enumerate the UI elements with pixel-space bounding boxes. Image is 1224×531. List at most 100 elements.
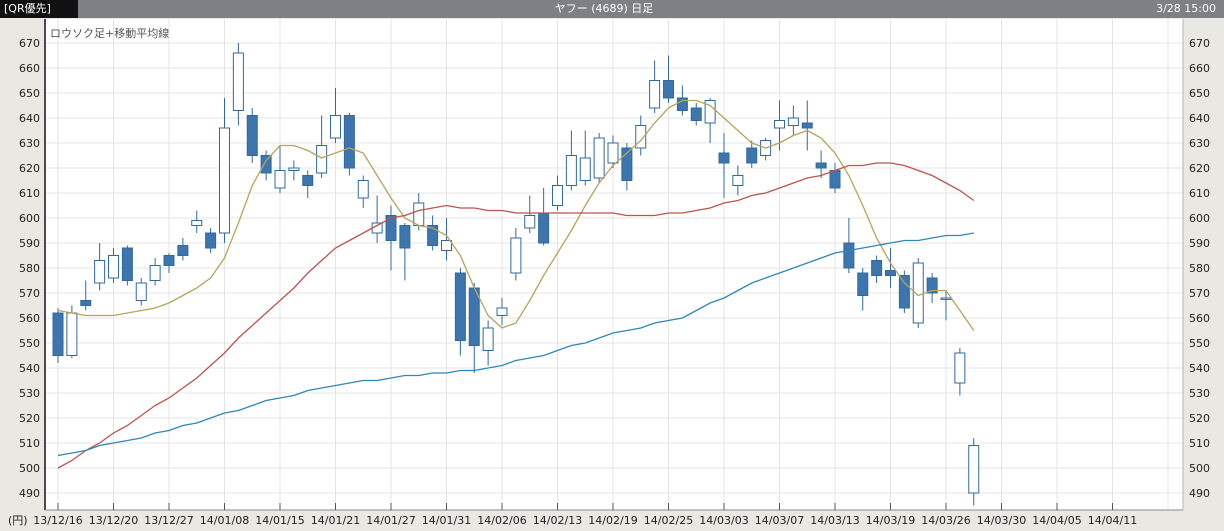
- x-tick-label: 14/01/31: [422, 514, 471, 527]
- x-tick-label: 13/12/20: [89, 514, 138, 527]
- y-tick-label-right: 630: [1189, 137, 1210, 150]
- x-tick-label: 14/01/15: [255, 514, 304, 527]
- y-tick-label-left: 600: [19, 212, 40, 225]
- candle: [135, 278, 147, 306]
- candle: [191, 210, 203, 233]
- title-bar: [QR優先] ヤフー (4689) 日足 3/28 15:00: [0, 0, 1224, 18]
- candle: [552, 175, 563, 211]
- y-tick-label-right: 590: [1189, 237, 1210, 250]
- y-tick-label-left: 560: [19, 312, 40, 325]
- y-tick-label-left: 530: [19, 387, 40, 400]
- ma-mid-line: [57, 162, 975, 469]
- candle: [246, 108, 258, 163]
- candle: [954, 348, 966, 396]
- y-tick-label-left: 590: [19, 237, 40, 250]
- candle: [885, 248, 896, 288]
- y-tick-label-right: 540: [1189, 362, 1210, 375]
- candle: [454, 268, 466, 356]
- y-tick-label-right: 660: [1189, 62, 1210, 75]
- y-tick-label-right: 640: [1189, 112, 1210, 125]
- x-tick-label: 14/01/27: [366, 514, 415, 527]
- y-tick-label-left: 520: [19, 412, 40, 425]
- y-tick-label-right: 520: [1189, 412, 1210, 425]
- x-tick-label: 14/03/03: [699, 514, 748, 527]
- candle: [524, 195, 536, 233]
- candle: [621, 143, 633, 191]
- candle: [496, 298, 508, 326]
- x-tick-label: 14/03/19: [866, 514, 915, 527]
- y-tick-label-right: 490: [1189, 487, 1210, 500]
- chart-title: ヤフー (4689) 日足: [554, 2, 654, 15]
- candle: [385, 205, 397, 271]
- y-tick-label-right: 510: [1189, 437, 1210, 450]
- x-tick-label: 14/01/21: [311, 514, 360, 527]
- candle: [690, 103, 702, 126]
- y-tick-label-left: 660: [19, 62, 40, 75]
- y-tick-label-right: 650: [1189, 87, 1210, 100]
- x-tick-label: 13/12/16: [33, 514, 82, 527]
- candle: [732, 165, 744, 196]
- candle: [746, 140, 758, 168]
- candle: [94, 243, 106, 291]
- candle: [912, 258, 924, 328]
- y-tick-label-right: 610: [1189, 187, 1210, 200]
- y-tick-label-left: 490: [19, 487, 40, 500]
- candle: [607, 135, 619, 168]
- candle: [774, 100, 785, 151]
- x-tick-label: 14/02/13: [533, 514, 582, 527]
- y-tick-label-left: 500: [19, 462, 40, 475]
- candle: [232, 43, 244, 126]
- x-tick-label: 13/12/27: [144, 514, 193, 527]
- candle: [121, 245, 133, 286]
- candle: [205, 228, 217, 253]
- x-tick-label: 14/02/19: [588, 514, 637, 527]
- candle: [871, 255, 883, 283]
- candle: [787, 105, 799, 136]
- y-tick-label-left: 550: [19, 337, 40, 350]
- candle: [441, 218, 452, 261]
- y-tick-label-left: 670: [19, 37, 40, 50]
- y-tick-label-left: 570: [19, 287, 40, 300]
- y-tick-label-right: 530: [1189, 387, 1210, 400]
- x-tick-label: 14/03/26: [921, 514, 970, 527]
- chart-note: ロウソク足+移動平均線: [50, 26, 169, 40]
- candle: [52, 308, 64, 363]
- y-tick-label-left: 510: [19, 437, 40, 450]
- candle: [177, 238, 189, 261]
- y-tick-label-left: 610: [19, 187, 40, 200]
- candle: [857, 268, 869, 311]
- x-tick-label: 14/02/25: [644, 514, 693, 527]
- candle: [482, 320, 494, 366]
- candle: [108, 248, 119, 283]
- candle: [260, 150, 272, 181]
- candle: [80, 280, 92, 311]
- candle: [815, 150, 827, 178]
- candle: [427, 215, 439, 251]
- candle: [330, 88, 341, 143]
- candle: [565, 130, 577, 191]
- y-tick-label-right: 600: [1189, 212, 1210, 225]
- x-tick-label: 14/03/07: [755, 514, 804, 527]
- y-tick-label-left: 650: [19, 87, 40, 100]
- candle: [163, 253, 175, 273]
- candle: [968, 438, 980, 506]
- candle: [274, 145, 286, 193]
- ma-short-line: [57, 99, 975, 331]
- y-tick-label-right: 500: [1189, 462, 1210, 475]
- y-tick-label-left: 580: [19, 262, 40, 275]
- candle: [510, 228, 522, 281]
- y-tick-label-left: 620: [19, 162, 40, 175]
- candle: [219, 98, 230, 243]
- candle: [663, 55, 674, 103]
- candle: [357, 175, 369, 208]
- candles-group: [52, 43, 980, 506]
- y-tick-label-right: 620: [1189, 162, 1210, 175]
- moving-average-lines: [57, 99, 975, 469]
- candle: [843, 218, 855, 273]
- candle: [649, 60, 661, 113]
- candle: [579, 130, 591, 186]
- y-tick-label-right: 570: [1189, 287, 1210, 300]
- candle: [399, 223, 411, 281]
- chart-gridlines: [46, 19, 1183, 510]
- axis-labels: 670 670 660 660 650 650 640 640 630 630 620 620 610 6…: [19, 19, 1210, 527]
